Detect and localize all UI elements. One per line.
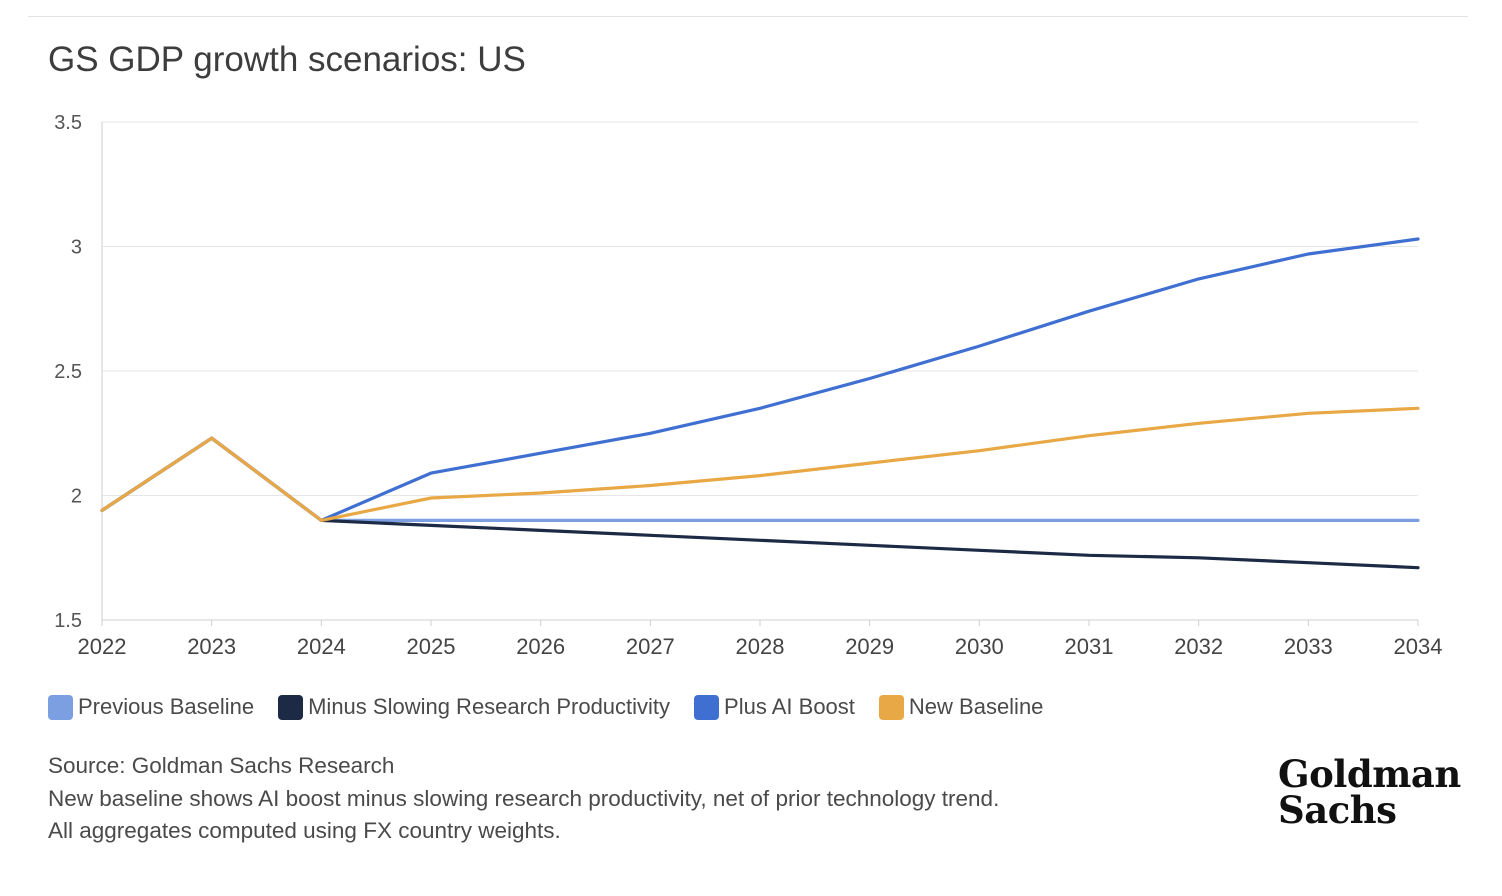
legend-swatch [878, 694, 904, 720]
chart-footer: Source: Goldman Sachs Research New basel… [48, 750, 999, 848]
x-tick-label: 2027 [626, 634, 675, 659]
legend-swatch [278, 694, 304, 720]
legend-swatch [48, 694, 73, 720]
x-tick-label: 2025 [407, 634, 456, 659]
x-tick-label: 2026 [516, 634, 565, 659]
top-divider [28, 16, 1468, 17]
legend-item: New Baseline [878, 694, 1044, 720]
x-tick-label: 2034 [1394, 634, 1443, 659]
y-tick-label: 2 [71, 486, 82, 508]
footnote-line-1: New baseline shows AI boost minus slowin… [48, 785, 1000, 811]
footnote-line-2: All aggregates computed using FX country… [48, 818, 561, 843]
x-tick-label: 2028 [736, 634, 785, 659]
y-tick-label: 2.5 [54, 361, 82, 383]
legend-label: Plus AI Boost [724, 694, 855, 719]
logo-line-2: Sachs [1278, 788, 1397, 832]
y-tick-label: 3.5 [54, 112, 82, 134]
legend-label: Minus Slowing Research Productivity [308, 694, 671, 719]
x-tick-label: 2029 [845, 634, 894, 659]
series-line-new-baseline [100, 406, 1420, 522]
legend-item: Plus AI Boost [694, 694, 855, 720]
series-line-previous-baseline [100, 436, 1420, 522]
x-tick-label: 2031 [1065, 634, 1114, 659]
series-line-plus-ai-boost [100, 237, 1420, 522]
y-tick-label: 1.5 [54, 610, 82, 632]
legend-label: Previous Baseline [78, 694, 255, 719]
legend-item: Minus Slowing Research Productivity [278, 694, 670, 720]
x-tick-label: 2032 [1174, 634, 1223, 659]
y-tick-label: 3 [71, 237, 82, 259]
x-tick-label: 2030 [955, 634, 1004, 659]
legend-swatch [694, 694, 720, 720]
goldman-sachs-logo: Goldman Sachs [1278, 752, 1461, 832]
legend-label: New Baseline [908, 694, 1044, 719]
x-tick-label: 2022 [78, 634, 127, 659]
logo-line-1: Goldman [1278, 752, 1461, 796]
x-tick-label: 2024 [297, 634, 346, 659]
x-tick-label: 2023 [187, 634, 236, 659]
source-note: Source: Goldman Sachs Research [48, 753, 395, 778]
legend-item: Previous Baseline [48, 694, 254, 720]
chart-legend: Previous Baseline Minus Slowing Research … [48, 694, 1067, 720]
x-tick-label: 2033 [1284, 634, 1333, 659]
chart-title: GS GDP growth scenarios: US [48, 40, 526, 79]
